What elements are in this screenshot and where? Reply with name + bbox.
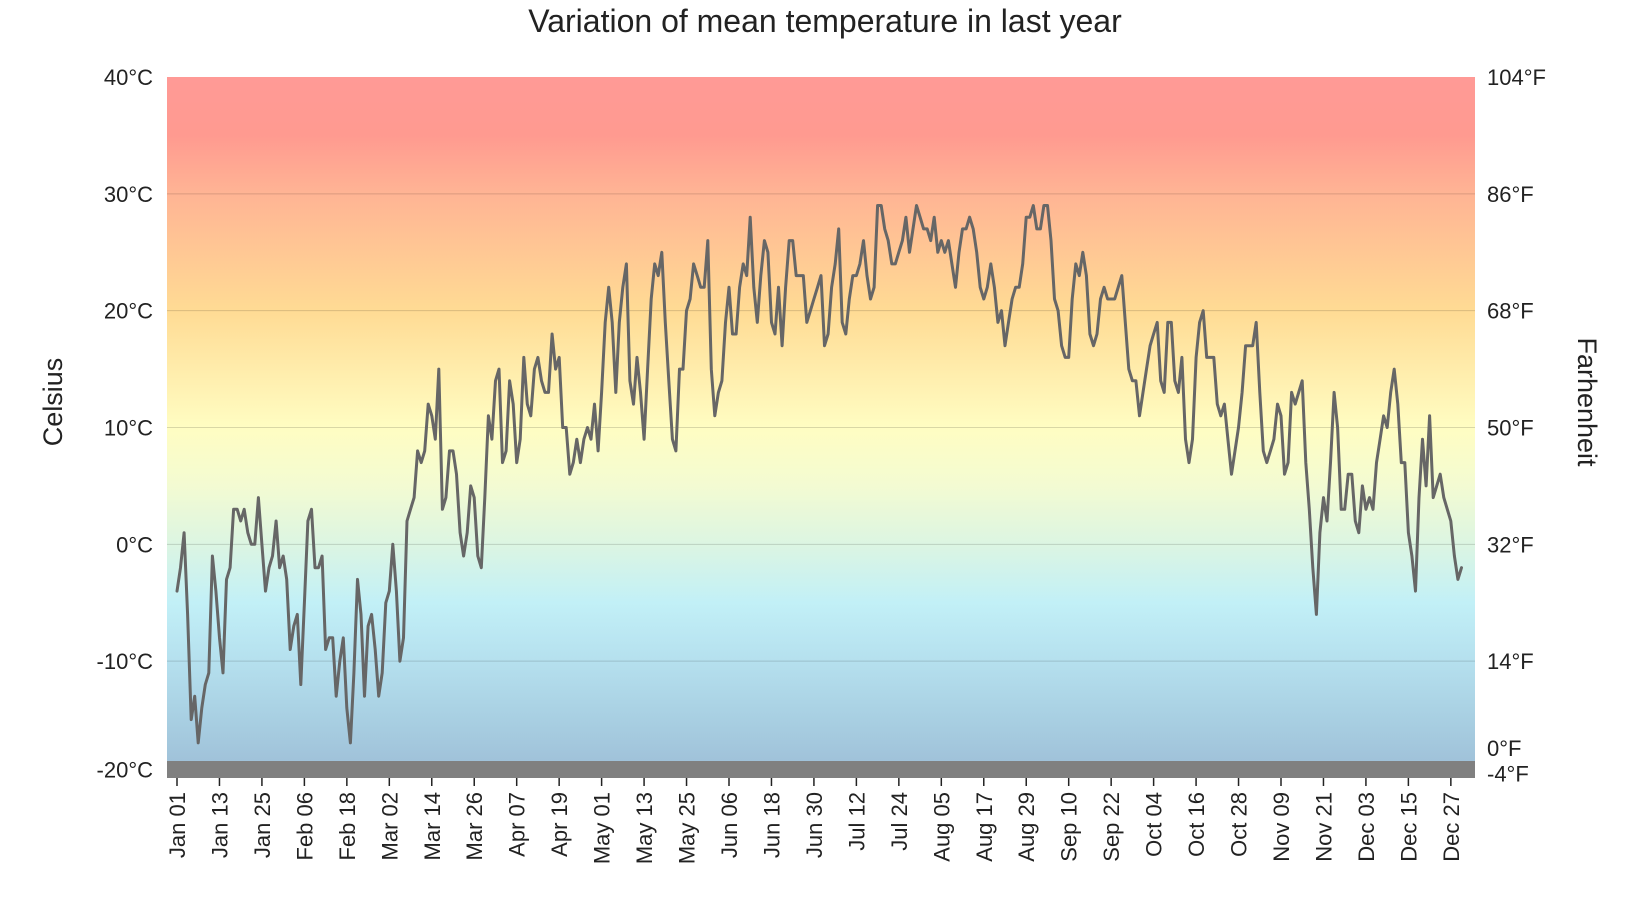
temperature-series-line — [175, 204, 1463, 745]
x-tick-label: Mar 14 — [420, 792, 445, 860]
x-tick-label: Oct 04 — [1142, 792, 1167, 857]
x-tick-label: Sep 10 — [1057, 792, 1082, 862]
x-tick-label: Nov 21 — [1311, 792, 1336, 862]
x-tick-label: Apr 19 — [547, 792, 572, 857]
x-tick-label: Sep 22 — [1099, 792, 1124, 862]
left-tick-label: -10°C — [97, 649, 154, 674]
x-tick-label: Mar 02 — [377, 792, 402, 860]
left-tick-label: -20°C — [97, 758, 154, 783]
left-axis-title: Celsius — [38, 358, 68, 447]
x-tick-label: Dec 15 — [1396, 792, 1421, 862]
left-tick-label: 40°C — [104, 65, 153, 90]
x-tick-label: Jun 30 — [802, 792, 827, 858]
right-tick-label: 50°F — [1487, 416, 1534, 441]
right-tick-label: 32°F — [1487, 532, 1534, 557]
right-tick-label: 68°F — [1487, 299, 1534, 324]
x-tick-label: Jan 13 — [207, 792, 232, 858]
x-tick-label: Aug 17 — [972, 792, 997, 862]
left-tick-label: 30°C — [104, 182, 153, 207]
x-tick-label: Aug 29 — [1014, 792, 1039, 862]
x-axis-ticks: Jan 01 Jan 13 Jan 25 Feb 06 Feb 18 Mar 02 Mar … — [165, 778, 1464, 864]
x-tick-label: Dec 27 — [1439, 792, 1464, 862]
x-tick-label: Oct 16 — [1184, 792, 1209, 857]
left-tick-label: 0°C — [116, 532, 153, 557]
grid-lines — [167, 193, 1475, 662]
x-tick-label: Jun 18 — [759, 792, 784, 858]
plot-floor-strip — [167, 761, 1475, 778]
x-tick-label: Jul 24 — [887, 792, 912, 851]
right-tick-label: 14°F — [1487, 649, 1534, 674]
x-tick-label: Mar 26 — [462, 792, 487, 860]
x-tick-label: Feb 06 — [292, 792, 317, 861]
right-tick-label: 86°F — [1487, 182, 1534, 207]
x-tick-label: Dec 03 — [1354, 792, 1379, 862]
x-tick-label: May 01 — [590, 792, 615, 864]
left-tick-label: 20°C — [104, 299, 153, 324]
x-tick-label: Jan 25 — [250, 792, 275, 858]
x-tick-label: Jan 01 — [165, 792, 190, 858]
x-tick-label: May 13 — [632, 792, 657, 864]
x-tick-label: May 25 — [675, 792, 700, 864]
right-tick-label: 0°F — [1487, 736, 1521, 761]
x-tick-label: Aug 05 — [929, 792, 954, 862]
right-axis-title: Farhenheit — [1572, 337, 1602, 467]
chart-title: Variation of mean temperature in last ye… — [528, 3, 1122, 39]
right-tick-label: 104°F — [1487, 65, 1546, 90]
left-axis-ticks: 40°C 30°C 20°C 10°C 0°C -10°C -20°C — [97, 65, 154, 783]
plot-background — [167, 77, 1475, 778]
x-tick-label: Apr 07 — [505, 792, 530, 857]
x-tick-label: Jun 06 — [717, 792, 742, 858]
left-tick-label: 10°C — [104, 416, 153, 441]
x-tick-label: Nov 09 — [1269, 792, 1294, 862]
x-tick-label: Oct 28 — [1227, 792, 1252, 857]
right-tick-label: -4°F — [1487, 762, 1529, 787]
x-tick-label: Jul 12 — [844, 792, 869, 851]
right-axis-ticks: 104°F 86°F 68°F 50°F 32°F 14°F 0°F-4°F — [1487, 65, 1546, 787]
x-tick-label: Feb 18 — [335, 792, 360, 861]
